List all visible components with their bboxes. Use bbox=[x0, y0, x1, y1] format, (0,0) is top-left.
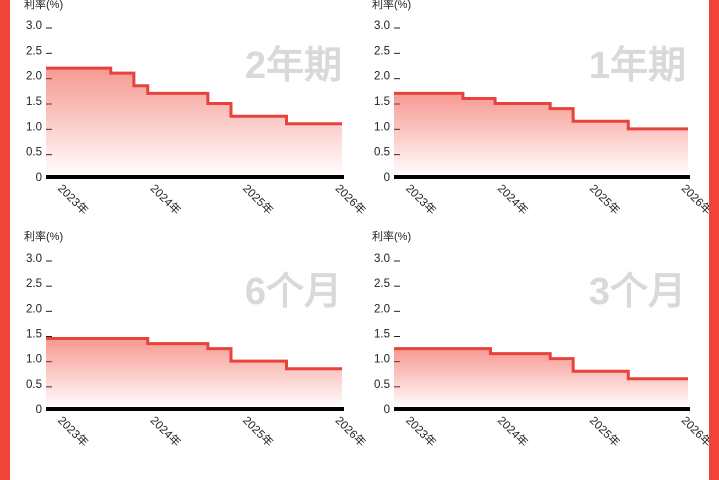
series-area bbox=[394, 93, 688, 177]
y-tick-label: 2.0 bbox=[26, 71, 42, 83]
x-tick-label: 2023年 bbox=[55, 181, 91, 217]
chart-svg: 3个月 利率(%) 0 0.5 1.0 1.5 2.0 2.5 3.0 2023年 2024年 202… bbox=[372, 229, 709, 449]
y-tick-label: 2.0 bbox=[26, 303, 42, 315]
series-area bbox=[46, 338, 342, 409]
chart-title: 6个月 bbox=[245, 271, 342, 313]
series-line bbox=[394, 347, 688, 381]
y-axis-label: 利率(%) bbox=[372, 229, 411, 243]
y-tick-label: 1.5 bbox=[374, 96, 390, 108]
y-tick-label: 0 bbox=[36, 172, 42, 184]
y-tick-label: 2.5 bbox=[374, 278, 390, 290]
y-axis-label: 利率(%) bbox=[24, 229, 63, 243]
x-tick-label: 2025年 bbox=[240, 181, 276, 217]
x-tick-label: 2024年 bbox=[148, 413, 184, 449]
y-tick-label: 2.5 bbox=[26, 45, 42, 57]
y-tick-label: 2.0 bbox=[374, 303, 390, 315]
y-tick-label: 1.0 bbox=[26, 121, 42, 133]
y-tick-label: 2.0 bbox=[374, 71, 390, 83]
x-tick-label: 2024年 bbox=[495, 181, 531, 217]
chart-svg: 1年期 利率(%) 0 0.5 1.0 1.5 2.0 2.5 3.0 2023年 2024年 202… bbox=[372, 0, 709, 217]
y-tick-label: 1.5 bbox=[26, 96, 42, 108]
series-area bbox=[394, 348, 688, 409]
y-tick-label: 2.5 bbox=[26, 278, 42, 290]
chart-1-year: 1年期 利率(%) 0 0.5 1.0 1.5 2.0 2.5 3.0 2023年 2024年 202… bbox=[348, 0, 709, 236]
x-tick-label: 2023年 bbox=[55, 413, 91, 449]
y-tick-label: 1.0 bbox=[26, 354, 42, 366]
y-axis-label: 利率(%) bbox=[372, 0, 411, 11]
chart-svg: 2年期 利率(%) 0 0.5 1.0 1.5 2.0 2.5 3.0 2023年 2024年 202… bbox=[24, 0, 369, 217]
y-tick-label: 3.0 bbox=[374, 20, 390, 32]
y-tick-label: 1.5 bbox=[26, 329, 42, 341]
series-line bbox=[394, 91, 688, 131]
y-tick-label: 3.0 bbox=[374, 253, 390, 265]
x-tick-label: 2023年 bbox=[403, 181, 439, 217]
chart-svg: 6个月 利率(%) 0 0.5 1.0 1.5 2.0 2.5 3.0 2023年 2024年 202… bbox=[24, 229, 369, 449]
series-line bbox=[46, 337, 342, 371]
y-tick-label: 1.0 bbox=[374, 354, 390, 366]
chart-title: 2年期 bbox=[245, 45, 342, 87]
x-tick-label: 2025年 bbox=[240, 413, 276, 449]
y-tick-label: 0 bbox=[384, 404, 390, 416]
chart-grid: 2年期 利率(%) 0 0.5 1.0 1.5 2.0 2.5 3.0 2023年 2024年 202… bbox=[10, 0, 709, 480]
chart-6-month: 6个月 利率(%) 0 0.5 1.0 1.5 2.0 2.5 3.0 2023年 2024年 202… bbox=[10, 229, 369, 480]
x-tick-label: 2025年 bbox=[587, 181, 623, 217]
y-tick-label: 1.0 bbox=[374, 121, 390, 133]
y-tick-label: 2.5 bbox=[374, 45, 390, 57]
y-tick-label: 1.5 bbox=[374, 329, 390, 341]
y-tick-label: 0 bbox=[36, 404, 42, 416]
y-tick-label: 0.5 bbox=[26, 147, 42, 159]
x-tick-label: 2024年 bbox=[148, 181, 184, 217]
series-line bbox=[46, 66, 342, 126]
y-tick-label: 3.0 bbox=[26, 253, 42, 265]
chart-3-month: 3个月 利率(%) 0 0.5 1.0 1.5 2.0 2.5 3.0 2023年 2024年 202… bbox=[348, 229, 709, 480]
series-area bbox=[46, 68, 342, 177]
x-tick-label: 2024年 bbox=[495, 413, 531, 449]
x-tick-label: 2025年 bbox=[587, 413, 623, 449]
y-tick-label: 0 bbox=[384, 172, 390, 184]
y-tick-label: 3.0 bbox=[26, 20, 42, 32]
x-tick-label: 2026年 bbox=[679, 413, 709, 449]
chart-title: 1年期 bbox=[589, 45, 686, 87]
x-tick-label: 2026年 bbox=[679, 181, 709, 217]
chart-title: 3个月 bbox=[589, 271, 686, 313]
x-tick-label: 2023年 bbox=[403, 413, 439, 449]
y-tick-label: 0.5 bbox=[374, 147, 390, 159]
chart-2-year: 2年期 利率(%) 0 0.5 1.0 1.5 2.0 2.5 3.0 2023年 2024年 202… bbox=[10, 0, 369, 236]
y-axis-label: 利率(%) bbox=[24, 0, 63, 11]
y-tick-label: 0.5 bbox=[374, 379, 390, 391]
y-tick-label: 0.5 bbox=[26, 379, 42, 391]
